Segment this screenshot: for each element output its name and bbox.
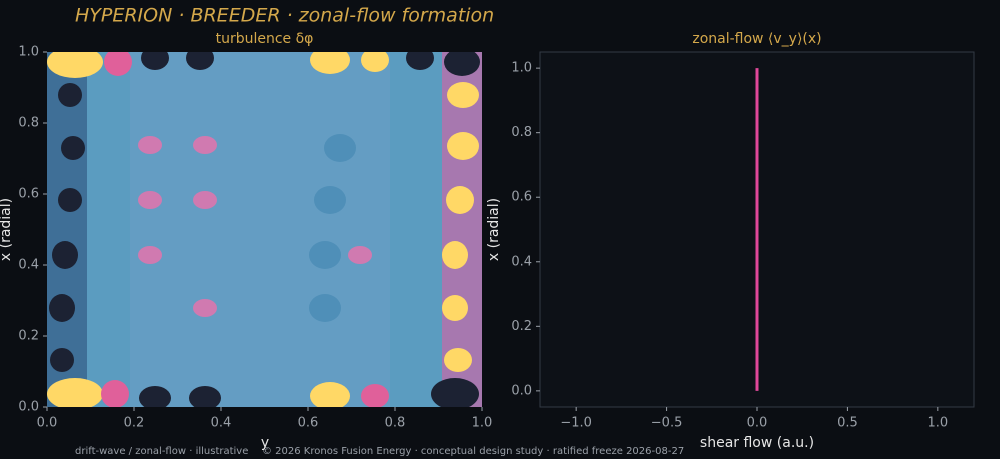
contour-edge [442, 52, 482, 407]
blob [309, 241, 341, 269]
blob [47, 378, 103, 407]
x-tick-label: −1.0 [560, 416, 592, 431]
blob [444, 348, 472, 372]
blob [348, 246, 372, 264]
x-tick-label: 0.0 [37, 416, 58, 431]
y-tick-label: 0.6 [511, 190, 532, 205]
y-tick-label: 0.4 [511, 254, 532, 269]
x-tick-label: −0.5 [651, 416, 683, 431]
blob [447, 82, 479, 108]
blob [49, 294, 75, 322]
x-tick-label: 0.5 [837, 416, 858, 431]
blob [138, 191, 162, 209]
blob [101, 380, 129, 407]
blob [310, 52, 350, 74]
blob [310, 382, 350, 407]
blob [141, 52, 169, 70]
y-tick-label: 0.2 [511, 319, 532, 334]
blob [104, 52, 132, 76]
y-axis-label: x (radial) [486, 198, 502, 261]
x-tick-label: 1.0 [472, 416, 493, 431]
contour-edge [47, 52, 87, 407]
blob [309, 294, 341, 322]
blob [58, 83, 82, 107]
y-tick-label: 0.8 [511, 125, 532, 140]
blob [324, 134, 356, 162]
blob [58, 188, 82, 212]
blob [139, 386, 171, 407]
blob [138, 136, 162, 154]
y-tick-label: 0.0 [18, 400, 39, 415]
x-tick-label: 0.6 [298, 416, 319, 431]
blob [314, 186, 346, 214]
blob [189, 386, 221, 407]
blob [444, 52, 480, 76]
figure-title: HYPERION · BREEDER · zonal-flow formatio… [75, 5, 494, 27]
contour-band [130, 52, 390, 407]
y-tick-label: 0.4 [18, 258, 39, 273]
blob [52, 241, 78, 269]
blob [361, 52, 389, 72]
subplot-title: zonal-flow ⟨v_y⟩(x) [692, 31, 821, 47]
y-tick-label: 0.0 [511, 383, 532, 398]
y-tick-label: 0.6 [18, 187, 39, 202]
x-axis-label: shear flow (a.u.) [700, 435, 814, 451]
y-tick-label: 1.0 [18, 45, 39, 60]
x-axis-label: y [261, 435, 269, 451]
y-axis-label: x (radial) [0, 198, 14, 261]
x-tick-label: 0.0 [747, 416, 768, 431]
blob [446, 186, 474, 214]
blob [442, 241, 468, 269]
footer-right: © 2026 Kronos Fusion Energy · conceptual… [262, 446, 684, 457]
y-tick-label: 0.8 [18, 116, 39, 131]
contour-blobs [47, 52, 480, 407]
footer-left: drift-wave / zonal-flow · illustrative [75, 446, 248, 457]
blob [442, 295, 468, 321]
x-tick-label: 1.0 [927, 416, 948, 431]
x-tick-label: 0.4 [211, 416, 232, 431]
y-tick-label: 1.0 [511, 61, 532, 76]
x-tick-label: 0.2 [124, 416, 145, 431]
blob [138, 246, 162, 264]
blob [186, 52, 214, 70]
x-tick-label: 0.8 [385, 416, 406, 431]
blob [61, 136, 85, 160]
blob [406, 52, 434, 70]
blob [193, 136, 217, 154]
blob [431, 378, 479, 407]
blob [447, 132, 479, 160]
subplot-title: turbulence δφ [216, 31, 314, 47]
y-tick-label: 0.2 [18, 329, 39, 344]
blob [47, 52, 103, 78]
blob [193, 299, 217, 317]
blob [50, 348, 74, 372]
blob [193, 191, 217, 209]
blob [361, 384, 389, 407]
contour-field [47, 52, 482, 407]
